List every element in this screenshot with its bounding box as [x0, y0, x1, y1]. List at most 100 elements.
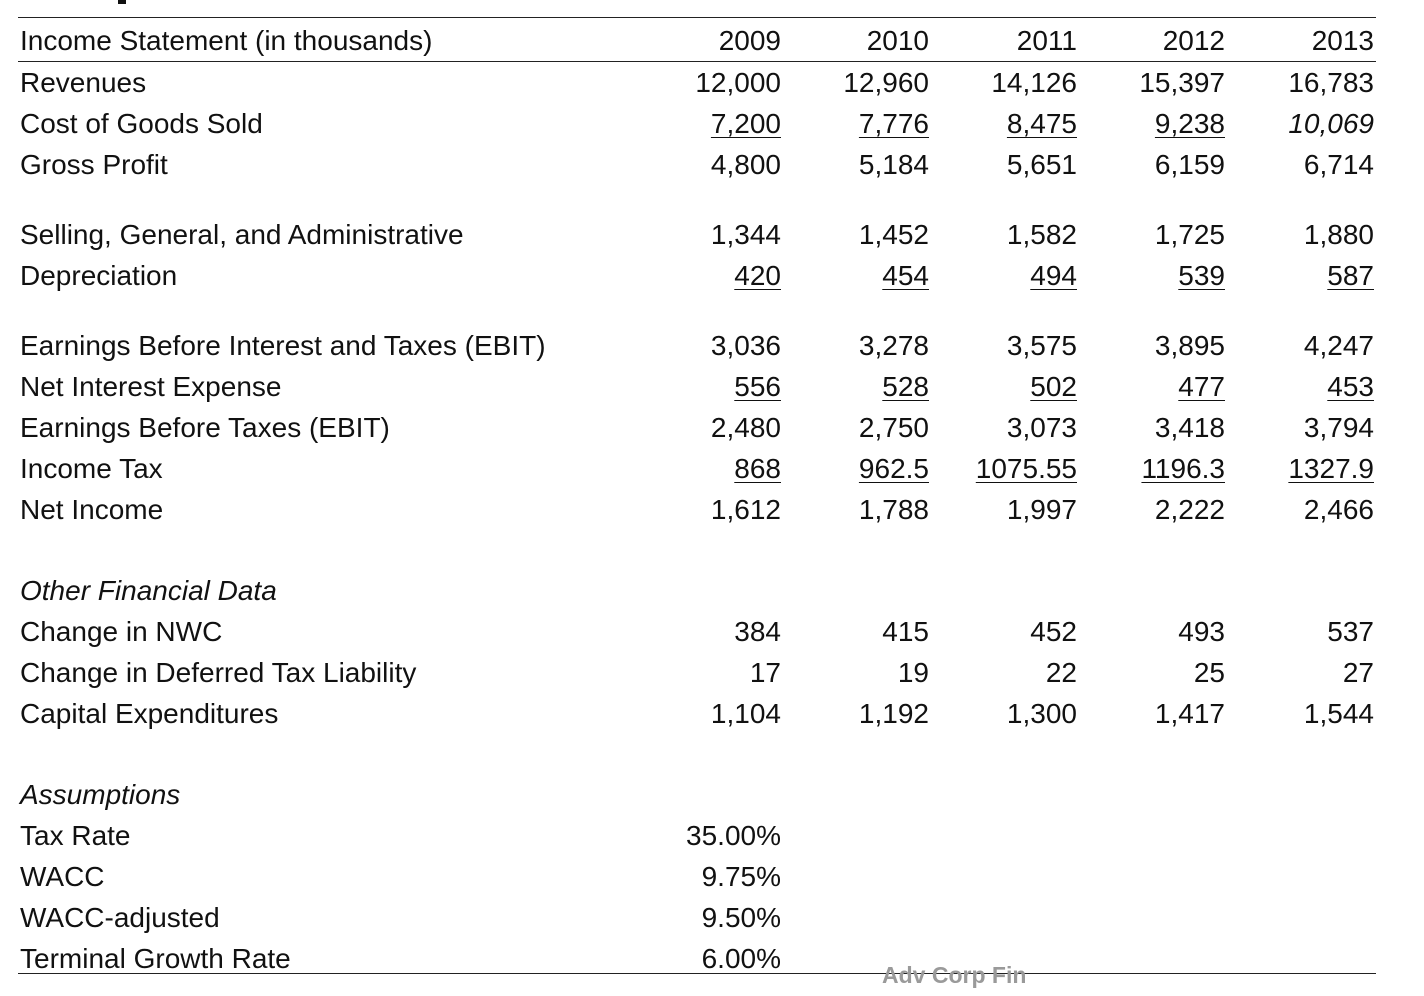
- row-label[interactable]: Earnings Before Interest and Taxes (EBIT…: [20, 330, 546, 361]
- cell-2012[interactable]: 3,895: [1154, 330, 1225, 361]
- cell-2012[interactable]: 477: [1079, 366, 1227, 407]
- row-label[interactable]: Earnings Before Taxes (EBIT): [20, 412, 390, 443]
- row-label[interactable]: Net Interest Expense: [20, 371, 282, 402]
- cell-2012[interactable]: 25: [1193, 657, 1225, 688]
- empty-cell[interactable]: [783, 856, 1376, 897]
- row-label[interactable]: Depreciation: [20, 260, 178, 291]
- cell-2013[interactable]: 1327.9: [1227, 448, 1376, 489]
- cell-2013[interactable]: 27: [1342, 657, 1374, 688]
- empty-cell[interactable]: [1079, 774, 1227, 815]
- cell-2012[interactable]: 539: [1079, 255, 1227, 296]
- cell-2012[interactable]: 3,418: [1154, 412, 1225, 443]
- empty-cell[interactable]: [783, 774, 931, 815]
- cell-2013[interactable]: 3,794: [1303, 412, 1374, 443]
- cell-2011[interactable]: 8,475: [931, 103, 1079, 144]
- assumption-value[interactable]: 9.50%: [701, 902, 781, 933]
- year-2013-header[interactable]: 2013: [1227, 20, 1376, 62]
- cell-2011[interactable]: 1,997: [1006, 494, 1077, 525]
- row-label[interactable]: Income Tax: [20, 453, 163, 484]
- cell-2013[interactable]: 4,247: [1303, 330, 1374, 361]
- empty-cell[interactable]: [1227, 570, 1376, 611]
- cell-2010[interactable]: 962.5: [783, 448, 931, 489]
- cell-2009[interactable]: 4,800: [710, 149, 781, 180]
- assumption-value[interactable]: 9.75%: [701, 861, 781, 892]
- cell-2013[interactable]: 537: [1327, 616, 1374, 647]
- cell-2009[interactable]: 1,104: [710, 698, 781, 729]
- empty-cell[interactable]: [1079, 570, 1227, 611]
- row-label[interactable]: Change in Deferred Tax Liability: [20, 657, 417, 688]
- cell-2013[interactable]: 587: [1227, 255, 1376, 296]
- cell-2010[interactable]: 1,192: [858, 698, 929, 729]
- empty-cell[interactable]: [931, 570, 1079, 611]
- empty-cell[interactable]: [635, 774, 783, 815]
- cell-2012[interactable]: 2,222: [1154, 494, 1225, 525]
- cell-2011[interactable]: 1,300: [1006, 698, 1077, 729]
- cell-2013[interactable]: 10,069: [1288, 108, 1374, 139]
- cell-2009[interactable]: 868: [635, 448, 783, 489]
- empty-cell[interactable]: [783, 815, 1376, 856]
- row-label[interactable]: WACC-adjusted: [20, 902, 220, 933]
- row-label[interactable]: Gross Profit: [20, 149, 168, 180]
- cell-2013[interactable]: 6,714: [1303, 149, 1374, 180]
- row-label[interactable]: Terminal Growth Rate: [20, 943, 291, 974]
- cell-2012[interactable]: 493: [1178, 616, 1225, 647]
- cell-2011[interactable]: 3,073: [1006, 412, 1077, 443]
- cell-2010[interactable]: 12,960: [843, 67, 929, 98]
- row-label[interactable]: Change in NWC: [20, 616, 223, 647]
- cell-2009[interactable]: 17: [749, 657, 781, 688]
- row-label[interactable]: Net Income: [20, 494, 164, 525]
- row-label[interactable]: WACC: [20, 861, 105, 892]
- empty-cell[interactable]: [783, 897, 1376, 938]
- year-2010-header[interactable]: 2010: [783, 20, 931, 62]
- cell-2010[interactable]: 1,452: [858, 219, 929, 250]
- cell-2009[interactable]: 2,480: [710, 412, 781, 443]
- empty-cell[interactable]: [635, 570, 783, 611]
- row-label[interactable]: Tax Rate: [20, 820, 131, 851]
- cell-2013[interactable]: 1,880: [1303, 219, 1374, 250]
- cell-2011[interactable]: 1075.55: [931, 448, 1079, 489]
- cell-2013[interactable]: 1,544: [1303, 698, 1374, 729]
- assumption-value[interactable]: 35.00%: [686, 820, 781, 851]
- cell-2012[interactable]: 9,238: [1079, 103, 1227, 144]
- cell-2010[interactable]: 5,184: [858, 149, 929, 180]
- cell-2009[interactable]: 1,612: [710, 494, 781, 525]
- cell-2010[interactable]: 1,788: [858, 494, 929, 525]
- cell-2012[interactable]: 15,397: [1139, 67, 1225, 98]
- cell-2010[interactable]: 7,776: [783, 103, 931, 144]
- cell-2009[interactable]: 12,000: [695, 67, 781, 98]
- cell-2009[interactable]: 420: [635, 255, 783, 296]
- cell-2011[interactable]: 14,126: [991, 67, 1077, 98]
- section-title[interactable]: Assumptions: [20, 779, 181, 810]
- row-label[interactable]: Selling, General, and Administrative: [20, 219, 464, 250]
- assumption-value[interactable]: 6.00%: [701, 943, 781, 974]
- empty-cell[interactable]: [783, 570, 931, 611]
- cell-2013[interactable]: 2,466: [1303, 494, 1374, 525]
- cell-2012[interactable]: 6,159: [1154, 149, 1225, 180]
- cell-2012[interactable]: 1196.3: [1079, 448, 1227, 489]
- cell-2011[interactable]: 1,582: [1006, 219, 1077, 250]
- row-label[interactable]: Revenues: [20, 67, 147, 98]
- cell-2011[interactable]: 452: [1030, 616, 1077, 647]
- cell-2009[interactable]: 384: [734, 616, 781, 647]
- cell-2011[interactable]: 22: [1045, 657, 1077, 688]
- cell-2013[interactable]: 453: [1227, 366, 1376, 407]
- year-2012-header[interactable]: 2012: [1079, 20, 1227, 62]
- cell-2010[interactable]: 528: [783, 366, 931, 407]
- cell-2011[interactable]: 494: [931, 255, 1079, 296]
- cell-2011[interactable]: 5,651: [1006, 149, 1077, 180]
- header-label[interactable]: Income Statement (in thousands): [18, 20, 635, 62]
- cell-2010[interactable]: 3,278: [858, 330, 929, 361]
- cell-2011[interactable]: 502: [931, 366, 1079, 407]
- cell-2012[interactable]: 1,725: [1154, 219, 1225, 250]
- cell-2012[interactable]: 1,417: [1154, 698, 1225, 729]
- section-title[interactable]: Other Financial Data: [20, 575, 277, 606]
- cell-2009[interactable]: 556: [635, 366, 783, 407]
- cell-2009[interactable]: 3,036: [710, 330, 781, 361]
- cell-2010[interactable]: 19: [897, 657, 929, 688]
- cell-2010[interactable]: 415: [882, 616, 929, 647]
- cell-2010[interactable]: 454: [783, 255, 931, 296]
- cell-2010[interactable]: 2,750: [858, 412, 929, 443]
- row-label[interactable]: Cost of Goods Sold: [20, 108, 263, 139]
- year-2011-header[interactable]: 2011: [931, 20, 1079, 62]
- cell-2011[interactable]: 3,575: [1006, 330, 1077, 361]
